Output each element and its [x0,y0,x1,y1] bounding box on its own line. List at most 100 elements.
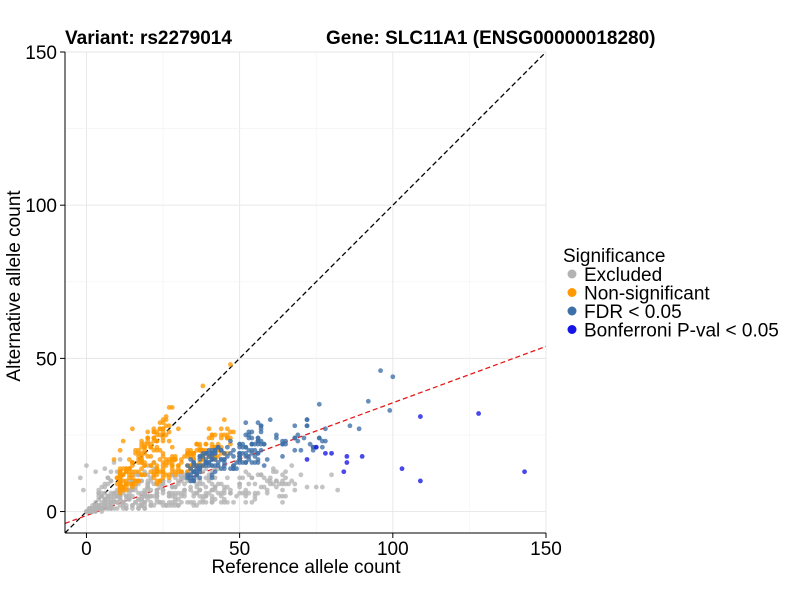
point-non-significant [221,417,227,423]
point-excluded [108,496,114,502]
point-fdr-0-05 [273,435,279,441]
point-non-significant [163,472,169,478]
point-non-significant [123,466,129,472]
point-excluded [335,487,341,493]
point-excluded [237,481,243,487]
point-excluded [289,478,295,484]
point-excluded [329,472,334,478]
point-non-significant [154,444,160,450]
point-excluded [228,490,233,496]
point-fdr-0-05 [283,438,288,444]
point-bonferroni-p-val-0-05 [359,454,365,459]
point-fdr-0-05 [218,447,224,453]
point-non-significant [206,435,212,441]
legend-label: FDR < 0.05 [584,302,682,323]
point-excluded [249,475,255,481]
point-non-significant [179,469,184,475]
point-excluded [194,490,200,496]
point-fdr-0-05 [304,417,310,423]
legend-title: Significance [563,246,665,267]
point-non-significant [151,429,157,435]
point-non-significant [151,438,157,444]
point-fdr-0-05 [356,426,362,432]
point-excluded [200,496,206,502]
legend-label: Non-significant [584,284,710,305]
point-non-significant [172,472,178,478]
point-excluded [252,493,258,499]
point-excluded [117,496,123,502]
point-excluded [243,469,249,475]
point-fdr-0-05 [188,466,194,472]
point-excluded [114,499,120,505]
point-excluded [206,490,212,496]
point-excluded [209,487,215,493]
point-fdr-0-05 [185,472,190,478]
point-excluded [280,481,285,487]
point-excluded [280,493,285,499]
point-non-significant [228,429,233,435]
point-fdr-0-05 [212,469,218,475]
point-fdr-0-05 [228,438,233,444]
point-non-significant [148,463,154,468]
legend-label: Bonferroni P-val < 0.05 [584,321,779,342]
point-fdr-0-05 [246,447,252,453]
point-non-significant [191,450,197,456]
point-fdr-0-05 [304,423,310,429]
point-excluded [280,487,285,493]
point-fdr-0-05 [292,447,298,453]
point-excluded [160,487,166,493]
point-non-significant [166,429,172,435]
point-fdr-0-05 [243,444,249,450]
point-non-significant [126,457,132,462]
point-fdr-0-05 [280,454,285,459]
point-excluded [267,475,273,481]
legend-key-3 [567,325,577,334]
point-fdr-0-05 [231,466,236,472]
point-non-significant [151,447,157,453]
x-ticks: 0 50 100 150 [81,533,562,560]
point-excluded [283,475,288,481]
point-excluded [126,496,132,502]
point-excluded [261,475,267,481]
point-non-significant [197,444,203,450]
point-non-significant [160,417,166,423]
point-excluded [267,481,273,487]
point-non-significant [169,444,175,450]
point-excluded [90,503,95,508]
point-bonferroni-p-val-0-05 [417,478,423,484]
point-bonferroni-p-val-0-05 [344,460,350,465]
point-excluded [292,481,298,487]
point-excluded [298,472,304,478]
point-excluded [157,484,163,490]
point-bonferroni-p-val-0-05 [344,454,350,459]
point-non-significant [117,466,123,472]
point-excluded [142,506,148,511]
point-fdr-0-05 [255,450,261,456]
point-non-significant [212,432,218,438]
point-excluded [243,487,249,493]
point-excluded [175,496,181,502]
point-excluded [114,493,120,499]
point-non-significant [151,460,157,465]
point-excluded [84,463,89,468]
point-non-significant [117,475,123,481]
point-excluded [145,484,151,490]
point-excluded [117,457,123,462]
point-excluded [283,469,288,475]
point-excluded [172,503,178,508]
point-fdr-0-05 [194,472,200,478]
point-non-significant [136,447,141,453]
point-non-significant [175,463,181,468]
point-fdr-0-05 [243,420,249,426]
point-excluded [84,509,89,514]
point-fdr-0-05 [224,454,230,459]
point-excluded [203,493,209,499]
point-non-significant [139,457,144,462]
point-fdr-0-05 [206,447,212,453]
point-fdr-0-05 [234,460,239,465]
point-excluded [166,503,172,508]
point-fdr-0-05 [224,444,230,450]
point-non-significant [172,457,178,462]
point-fdr-0-05 [307,441,313,447]
point-excluded [252,481,258,487]
